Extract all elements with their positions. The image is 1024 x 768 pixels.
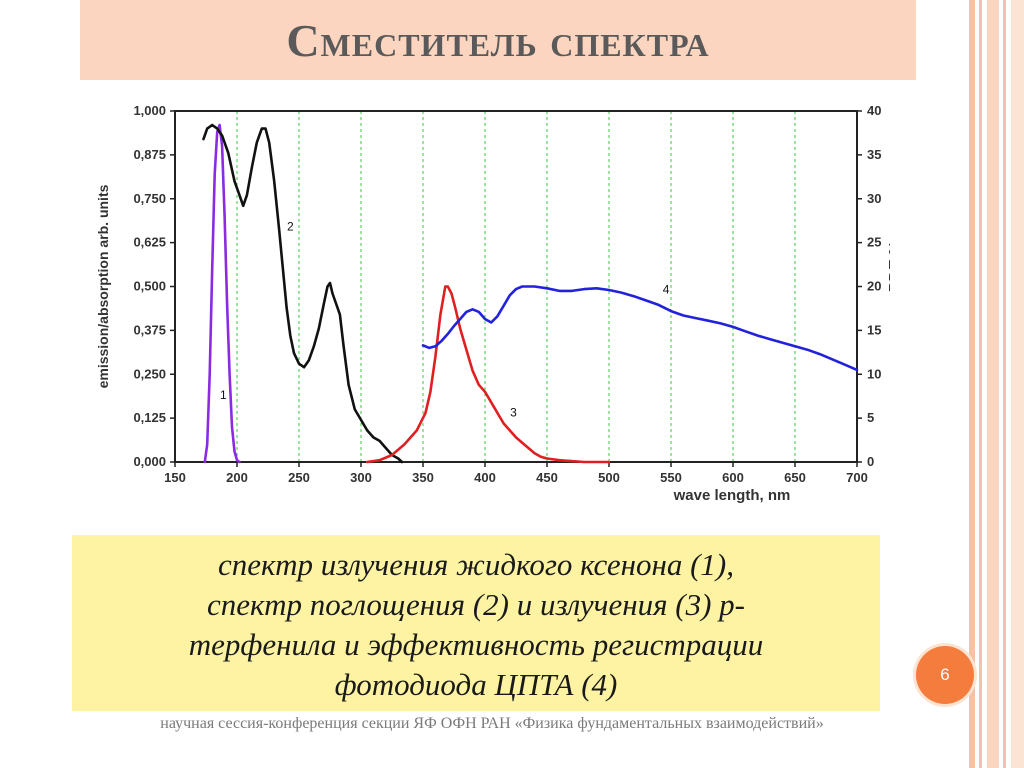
- x-axis-title: wave length, nm: [673, 487, 791, 504]
- y2-tick-label: 0: [867, 454, 874, 469]
- series-line-4: [421, 285, 859, 372]
- y-tick-label: 1,000: [133, 103, 166, 118]
- x-tick-label: 550: [660, 470, 682, 485]
- y2-axis-title: PDE %: [887, 241, 890, 293]
- title-bar: [80, 0, 916, 80]
- y-tick-label: 0,875: [133, 147, 166, 162]
- caption-line: спектр поглощения (2) и излучения (3) p-: [207, 587, 745, 622]
- y-tick-label: 0,750: [133, 191, 166, 206]
- spectrum-chart: 150 200 250 300 350 400 450 500 550 600 650 7000,00…: [95, 103, 890, 504]
- y2-tick-label: 30: [867, 191, 881, 206]
- y2-tick-label: 35: [867, 147, 881, 162]
- series-label-2: 2: [287, 219, 294, 233]
- y2-tick-label: 5: [867, 410, 874, 425]
- y2-tick-label: 10: [867, 366, 881, 381]
- x-tick-label: 650: [784, 470, 806, 485]
- y2-tick-label: 40: [867, 103, 881, 118]
- series-line-3: [365, 285, 611, 464]
- y-tick-label: 0,625: [133, 235, 166, 250]
- x-tick-label: 450: [536, 470, 558, 485]
- caption-box: [72, 535, 880, 711]
- y2-tick-label: 25: [867, 235, 881, 250]
- series-line-2: [202, 123, 404, 464]
- x-tick-label: 150: [164, 470, 186, 485]
- x-tick-label: 500: [598, 470, 620, 485]
- x-tick-label: 250: [288, 470, 310, 485]
- x-tick-label: 600: [722, 470, 744, 485]
- chart-labels: 1 2 3 4: [220, 219, 670, 419]
- caption-line: спектр излучения жидкого ксенона (1),: [217, 547, 735, 582]
- caption-line: фотодиода ЦПТА (4): [334, 667, 618, 702]
- x-tick-label: 700: [846, 470, 868, 485]
- x-tick-label: 350: [412, 470, 434, 485]
- slide-title: Сместитель спектра: [286, 15, 710, 66]
- y-tick-label: 0,250: [133, 366, 166, 381]
- series-line-1: [203, 123, 241, 464]
- y-tick-label: 0,125: [133, 410, 166, 425]
- x-tick-label: 400: [474, 470, 496, 485]
- y-axis-title: emission/absorption arb. units: [95, 184, 111, 388]
- y-tick-label: 0,375: [133, 322, 166, 337]
- slide-number-badge: 6: [916, 646, 974, 704]
- x-tick-label: 300: [350, 470, 372, 485]
- footer: научная сессия-конференция секции ЯФ ОФН…: [160, 715, 824, 732]
- decorative-stripes: [969, 0, 1024, 768]
- caption: спектр излучения жидкого ксенона (1), сп…: [72, 545, 880, 705]
- x-tick-label: 200: [226, 470, 248, 485]
- y-tick-label: 0,500: [133, 279, 166, 294]
- caption-line: терфенила и эффективность регистрации: [188, 627, 764, 662]
- y-tick-label: 0,000: [133, 454, 166, 469]
- y2-tick-label: 15: [867, 322, 881, 337]
- chart-axes: 150 200 250 300 350 400 450 500 550 600 650 7000,00…: [95, 103, 890, 504]
- series-label-4: 4: [663, 283, 670, 297]
- series-label-3: 3: [510, 405, 517, 419]
- series-label-1: 1: [220, 388, 227, 402]
- chart-series: [202, 123, 859, 464]
- y2-tick-label: 20: [867, 279, 881, 294]
